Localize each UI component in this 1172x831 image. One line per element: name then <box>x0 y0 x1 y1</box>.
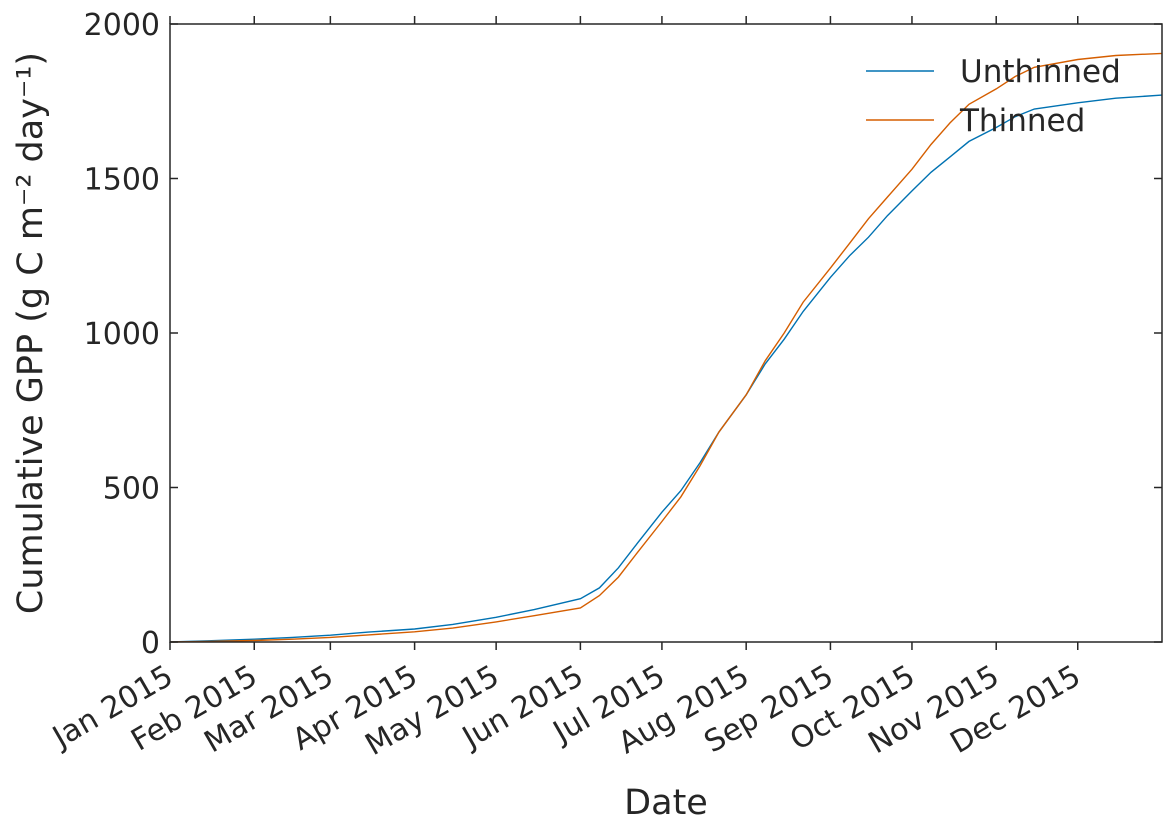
y-tick-label: 1500 <box>84 163 160 198</box>
y-tick-label: 2000 <box>84 8 160 43</box>
legend-label-unthinned: Unthinned <box>960 54 1121 90</box>
legend-label-thinned: Thinned <box>959 103 1085 139</box>
series-line-thinned <box>169 52 1163 643</box>
y-tick-label: 0 <box>141 626 160 661</box>
series-layer <box>169 52 1163 643</box>
legend: Unthinned Thinned <box>866 54 1121 139</box>
plot-frame <box>169 23 1163 643</box>
y-tick-labels: 0 500 1000 1500 2000 <box>84 8 160 661</box>
y-axis-title: Cumulative GPP (g C m⁻² day⁻¹) <box>11 52 51 614</box>
y-tick-label: 500 <box>103 472 160 507</box>
y-tick-label: 1000 <box>84 317 160 352</box>
x-axis-title: Date <box>624 783 708 823</box>
